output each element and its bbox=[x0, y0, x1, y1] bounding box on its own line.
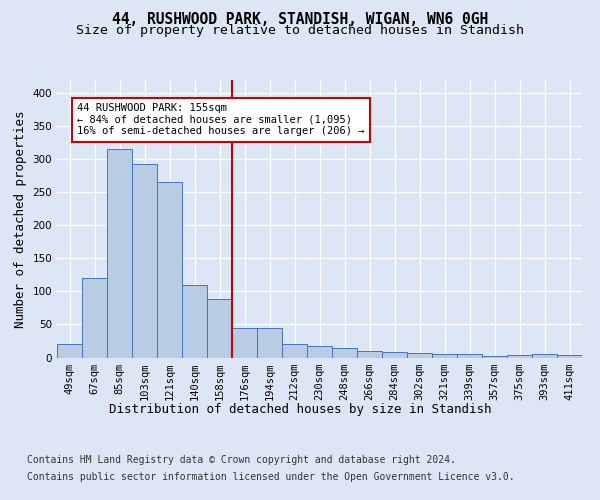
Bar bbox=[432, 354, 457, 358]
Text: Contains HM Land Registry data © Crown copyright and database right 2024.: Contains HM Land Registry data © Crown c… bbox=[27, 455, 456, 465]
Bar bbox=[357, 351, 382, 358]
Y-axis label: Number of detached properties: Number of detached properties bbox=[14, 110, 27, 328]
Bar bbox=[282, 344, 307, 358]
Bar bbox=[82, 278, 107, 357]
Bar bbox=[157, 182, 182, 358]
Bar bbox=[307, 346, 332, 358]
Text: 44, RUSHWOOD PARK, STANDISH, WIGAN, WN6 0GH: 44, RUSHWOOD PARK, STANDISH, WIGAN, WN6 … bbox=[112, 12, 488, 28]
Bar bbox=[232, 328, 257, 358]
Bar bbox=[482, 356, 507, 358]
Text: Contains public sector information licensed under the Open Government Licence v3: Contains public sector information licen… bbox=[27, 472, 515, 482]
Bar bbox=[107, 150, 132, 358]
Bar bbox=[532, 354, 557, 358]
Bar bbox=[332, 348, 357, 358]
Bar bbox=[57, 344, 82, 358]
Bar bbox=[207, 300, 232, 358]
Bar bbox=[407, 353, 432, 358]
Bar bbox=[507, 355, 532, 358]
Text: Distribution of detached houses by size in Standish: Distribution of detached houses by size … bbox=[109, 402, 491, 415]
Bar bbox=[382, 352, 407, 358]
Bar bbox=[557, 355, 582, 358]
Bar bbox=[457, 354, 482, 358]
Bar bbox=[257, 328, 282, 358]
Bar bbox=[182, 285, 207, 358]
Text: Size of property relative to detached houses in Standish: Size of property relative to detached ho… bbox=[76, 24, 524, 37]
Bar bbox=[132, 164, 157, 358]
Text: 44 RUSHWOOD PARK: 155sqm
← 84% of detached houses are smaller (1,095)
16% of sem: 44 RUSHWOOD PARK: 155sqm ← 84% of detach… bbox=[77, 103, 365, 136]
